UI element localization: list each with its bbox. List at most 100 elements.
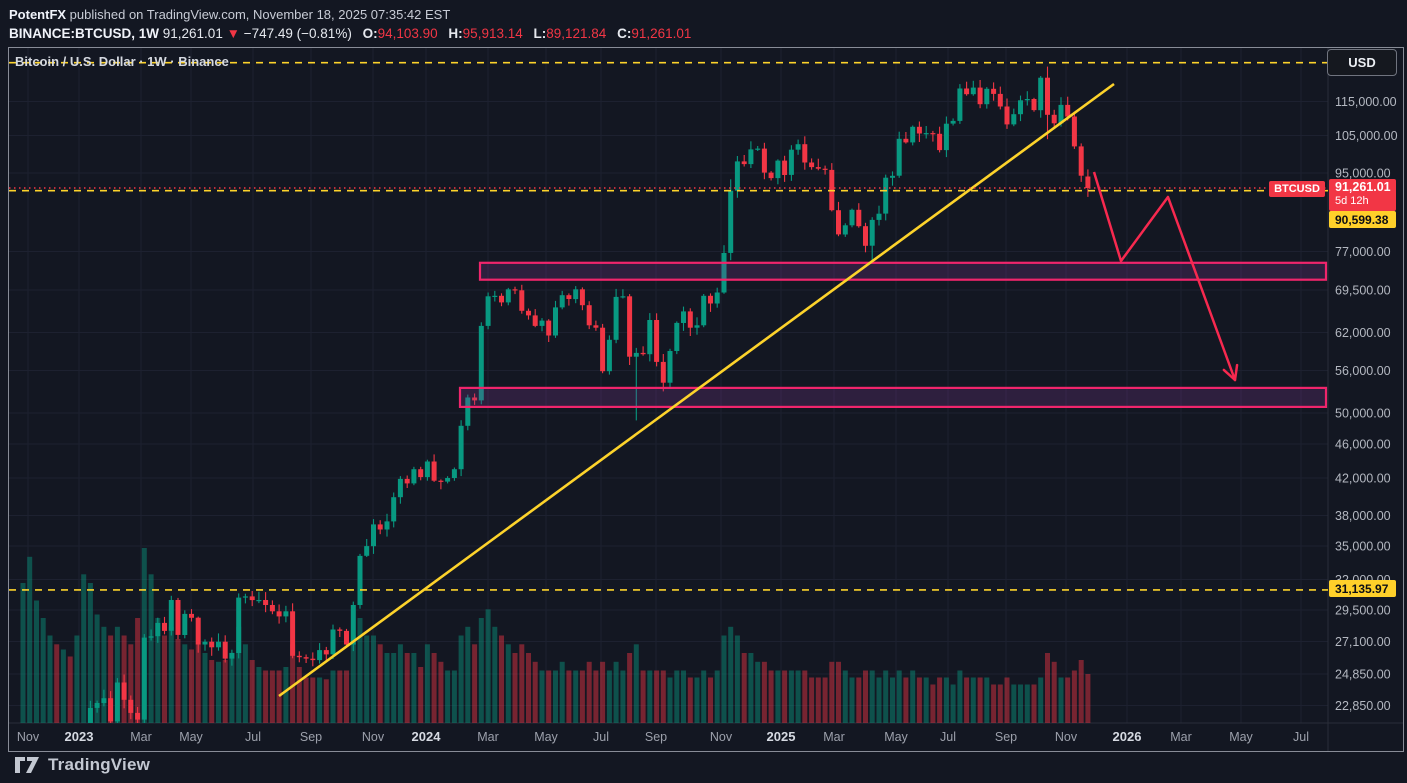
volume-bar <box>957 670 963 723</box>
volume-bar <box>128 644 134 723</box>
volume-bar <box>701 670 707 723</box>
candle-body <box>222 641 228 659</box>
upper-supply-zone[interactable] <box>478 261 1328 281</box>
volume-bar <box>559 661 565 723</box>
candle-body <box>1085 176 1091 188</box>
tradingview-footer[interactable]: TradingView <box>14 755 150 775</box>
time-month-label: Sep <box>645 730 667 744</box>
volume-bar <box>54 644 60 723</box>
candle-body <box>815 167 821 169</box>
volume-bar <box>809 677 815 723</box>
projection-arrow[interactable] <box>1092 171 1239 382</box>
candle-body <box>708 295 713 304</box>
candle-body <box>613 296 619 340</box>
candle-body <box>256 600 262 602</box>
volume-bar <box>276 670 282 723</box>
volume-bar <box>734 635 740 723</box>
volume-bar <box>714 670 720 723</box>
volume-bar <box>1011 684 1017 723</box>
candle-body <box>135 712 141 720</box>
candle-body <box>1065 104 1071 117</box>
price-tick-label: 42,000.00 <box>1335 472 1391 486</box>
price-axis[interactable]: 115,000.00 105,000.00 95,000.00 77,000.00 69… <box>1335 95 1398 713</box>
volume-bar <box>1031 684 1037 723</box>
volume-bar <box>856 677 862 723</box>
volume-layer <box>20 548 1091 723</box>
volume-bar <box>863 670 868 723</box>
candle-body <box>189 613 194 618</box>
candle-body <box>236 597 242 653</box>
candle-body <box>728 190 734 253</box>
volume-bar <box>606 670 612 723</box>
volume-bar <box>1085 674 1091 723</box>
time-axis[interactable]: Nov 2023 Mar May Jul Sep Nov 2024 Mar May Jul Sep No… <box>17 729 1309 744</box>
volume-bar <box>1071 670 1077 723</box>
volume-bar <box>249 660 255 723</box>
volume-bar <box>600 661 606 723</box>
volume-bar <box>829 661 835 723</box>
snapshot-header: PotentFX published on TradingView.com, N… <box>9 6 691 42</box>
time-month-label: Mar <box>477 730 499 744</box>
volume-bar <box>539 670 545 723</box>
low-label: L: <box>533 26 547 41</box>
volume-bar <box>687 677 693 723</box>
volume-bar <box>377 644 383 723</box>
candle-body <box>836 210 841 235</box>
volume-bar <box>896 670 902 723</box>
candle-body <box>667 351 673 383</box>
candle-body <box>478 325 484 401</box>
currency-usd-button[interactable]: USD <box>1327 49 1397 76</box>
volume-bar <box>364 635 370 723</box>
candle-body <box>438 480 444 482</box>
price-chart-canvas[interactable]: 115,000.00 105,000.00 95,000.00 77,000.00 69… <box>9 48 1403 751</box>
candle-body <box>795 144 801 150</box>
price-tick-label: 50,000.00 <box>1335 406 1391 420</box>
trend-line[interactable] <box>278 82 1115 698</box>
candle-body <box>94 703 100 708</box>
volume-bar <box>485 609 491 723</box>
price-tick-label: 105,000.00 <box>1335 129 1398 143</box>
volume-bar <box>890 677 895 723</box>
candle-body <box>229 652 235 659</box>
publish-line: PotentFX published on TradingView.com, N… <box>9 6 691 23</box>
candle-body <box>714 292 720 304</box>
candle-body <box>1045 77 1050 115</box>
volume-bar <box>708 677 713 723</box>
volume-bar <box>970 677 976 723</box>
candle-body <box>114 682 120 722</box>
volume-bar <box>242 644 248 723</box>
candle-body <box>1051 114 1057 124</box>
candle-body <box>337 629 343 631</box>
volume-bar <box>546 670 552 723</box>
volume-bar <box>775 670 781 723</box>
candle-body <box>108 698 114 722</box>
volume-bar <box>761 661 767 723</box>
candle-body <box>957 88 963 121</box>
volume-bar <box>1038 677 1044 723</box>
candle-body <box>364 546 370 556</box>
time-month-label: May <box>884 730 908 744</box>
time-month-label: Jul <box>1293 730 1309 744</box>
candle-body <box>283 611 289 617</box>
candle-body <box>155 622 161 637</box>
volume-bar <box>681 670 686 723</box>
volume-bar <box>964 677 970 723</box>
tradingview-logo-icon <box>15 757 39 773</box>
candle-body <box>465 397 471 426</box>
price-tick-label: 35,000.00 <box>1335 540 1391 554</box>
volume-bar <box>512 653 518 723</box>
candle-body <box>1038 77 1044 111</box>
candle-body <box>424 461 430 478</box>
volume-bar <box>182 644 188 723</box>
volume-bar <box>526 653 531 723</box>
price-tick-label: 69,500.00 <box>1335 283 1391 297</box>
high-label: H: <box>448 26 463 41</box>
candle-body <box>141 637 147 720</box>
candle-body <box>526 310 531 316</box>
volume-bar <box>654 670 660 723</box>
candle-body <box>761 148 767 173</box>
candle-body <box>997 93 1003 107</box>
lower-supply-zone[interactable] <box>458 386 1328 408</box>
candle-body <box>296 655 302 658</box>
